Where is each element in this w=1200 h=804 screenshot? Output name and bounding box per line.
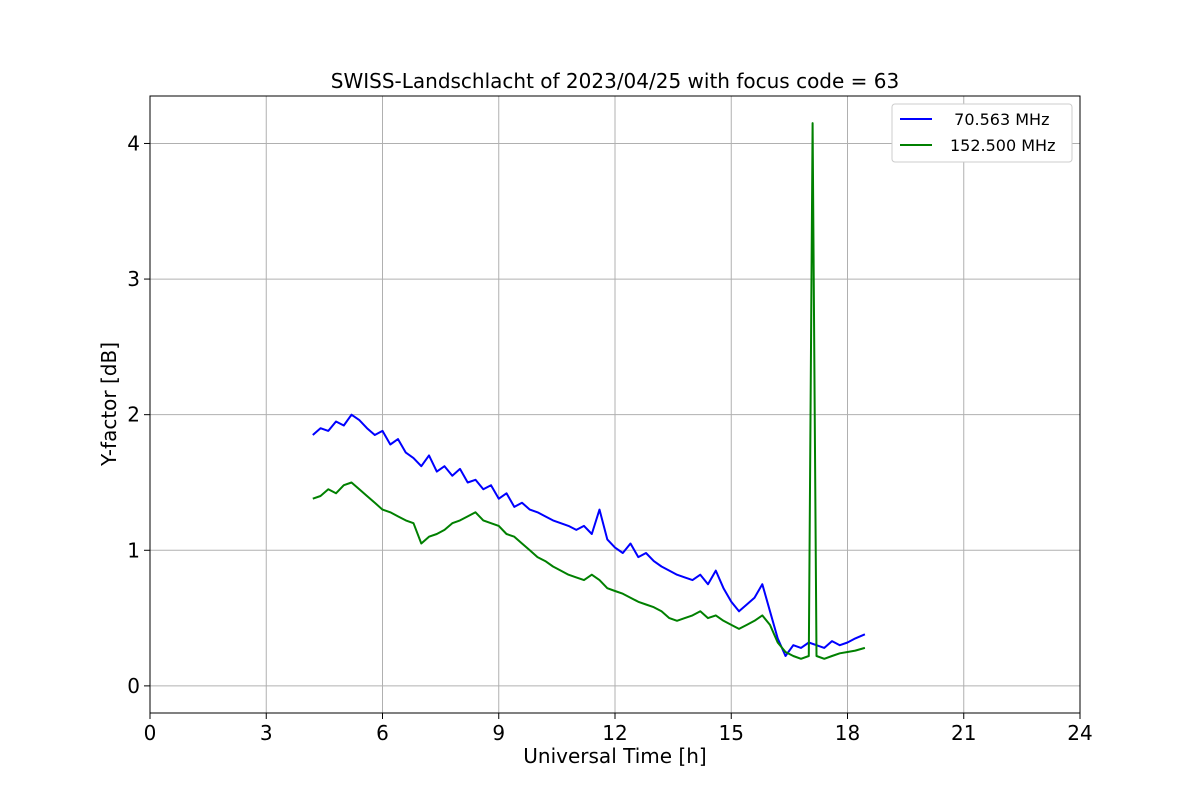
x-axis: 0 3 6 9 12 15 18 21 24	[144, 713, 1093, 745]
series-layer	[312, 122, 866, 660]
x-tick-label: 0	[144, 721, 157, 745]
x-tick-label: 9	[492, 721, 505, 745]
x-tick-label: 12	[602, 721, 627, 745]
x-tick-label: 6	[376, 721, 389, 745]
series-line-2	[312, 122, 866, 660]
x-tick-label: 24	[1067, 721, 1092, 745]
x-tick-label: 18	[835, 721, 860, 745]
y-tick-label: 1	[127, 538, 140, 562]
x-tick-label: 3	[260, 721, 273, 745]
legend-box	[891, 103, 1073, 163]
y-tick-label: 3	[127, 267, 140, 291]
y-tick-label: 2	[127, 403, 140, 427]
y-axis-label: Y-factor [dB]	[97, 342, 121, 467]
x-axis-label: Universal Time [h]	[523, 744, 706, 768]
legend: 70.563 MHz 152.500 MHz	[891, 103, 1073, 163]
x-tick-label: 15	[719, 721, 744, 745]
chart-title: SWISS-Landschlacht of 2023/04/25 with fo…	[331, 69, 899, 93]
series-line-1	[312, 413, 866, 657]
legend-label-series-2: 152.500 MHz	[950, 136, 1055, 155]
x-tick-label: 21	[951, 721, 976, 745]
legend-label-series-1: 70.563 MHz	[944, 110, 1049, 129]
y-axis: 0 1 2 3 4	[127, 131, 150, 698]
y-tick-label: 4	[127, 131, 140, 155]
y-tick-label: 0	[127, 674, 140, 698]
